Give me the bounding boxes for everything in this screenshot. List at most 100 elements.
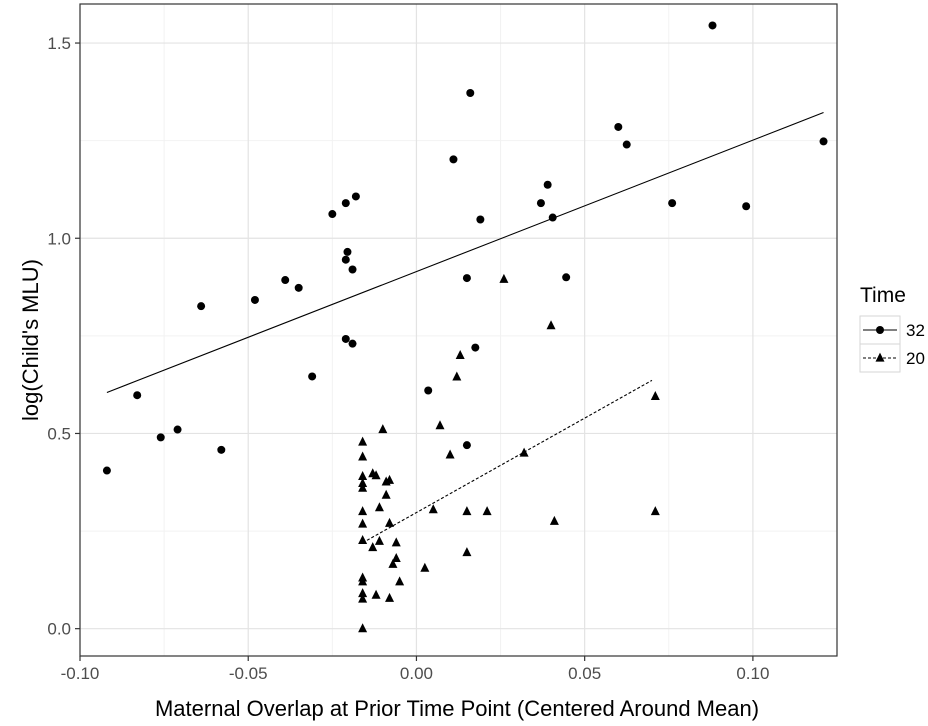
legend-title: Time (860, 284, 906, 307)
point-series-20 (374, 535, 384, 545)
point-series-32 (217, 445, 226, 454)
point-series-20 (358, 471, 368, 481)
point-series-20 (549, 515, 559, 525)
point-series-20 (358, 593, 368, 603)
y-tick-label: 1.0 (47, 229, 71, 248)
x-tick-label: 0.05 (568, 664, 601, 683)
major-gridlines (79, 4, 837, 656)
point-series-20 (378, 424, 388, 434)
point-series-20 (368, 542, 378, 552)
legend-key-20: 20 (859, 343, 925, 373)
point-series-20 (462, 506, 472, 516)
point-series-32 (536, 199, 545, 208)
point-series-32 (328, 210, 337, 219)
point-series-20 (391, 552, 401, 562)
point-series-32 (614, 122, 623, 131)
point-series-32 (819, 137, 828, 146)
legend-marker-32 (876, 326, 884, 334)
point-series-20 (462, 547, 472, 557)
x-tick-label: 0.00 (400, 664, 433, 683)
point-series-32 (424, 386, 433, 395)
series-20 (358, 273, 660, 633)
point-series-32 (281, 276, 290, 285)
y-tick-label: 0.5 (47, 424, 71, 443)
point-series-20 (385, 517, 395, 527)
fit-line-20 (362, 379, 653, 544)
x-tick-label: -0.10 (61, 664, 100, 683)
point-series-32 (562, 273, 571, 282)
point-series-32 (133, 391, 142, 400)
y-tick-label: 1.5 (47, 34, 71, 53)
point-series-20 (374, 502, 384, 512)
point-series-32 (471, 343, 480, 352)
point-series-20 (452, 371, 462, 381)
point-series-20 (358, 436, 368, 446)
point-series-32 (343, 247, 352, 256)
point-series-32 (341, 334, 350, 343)
point-series-32 (476, 215, 485, 224)
point-series-20 (435, 420, 445, 430)
point-series-32 (668, 199, 677, 208)
point-series-20 (385, 474, 395, 484)
point-series-20 (358, 576, 368, 586)
point-series-20 (358, 482, 368, 492)
point-series-32 (622, 140, 631, 149)
point-series-20 (650, 506, 660, 516)
y-tick-label: 0.0 (47, 620, 71, 639)
point-series-32 (294, 283, 303, 292)
point-series-20 (420, 562, 430, 572)
minor-gridlines (80, 4, 838, 656)
point-series-20 (391, 537, 401, 547)
legend-label-32: 32 (906, 321, 925, 340)
plot-panel-border (79, 3, 838, 657)
axis-ticks (75, 42, 754, 661)
point-series-20 (499, 273, 509, 283)
point-series-20 (388, 558, 398, 568)
point-series-32 (341, 199, 350, 208)
point-series-32 (462, 274, 471, 283)
x-axis-title: Maternal Overlap at Prior Time Point (Ce… (155, 696, 759, 721)
point-series-20 (455, 349, 465, 359)
point-series-32 (250, 295, 259, 304)
point-series-20 (428, 504, 438, 514)
x-tick-label: 0.10 (736, 664, 769, 683)
point-series-20 (395, 576, 405, 586)
series-32 (102, 21, 828, 475)
point-series-32 (173, 425, 182, 434)
point-series-32 (351, 192, 360, 201)
point-series-20 (358, 588, 368, 598)
point-series-32 (348, 265, 357, 274)
data-points (102, 21, 828, 633)
y-axis-title: log(Child's MLU) (18, 259, 43, 421)
point-series-20 (445, 449, 455, 459)
point-series-32 (348, 339, 357, 348)
point-series-20 (371, 470, 381, 480)
point-series-20 (650, 390, 660, 400)
point-series-20 (358, 451, 368, 461)
point-series-20 (358, 506, 368, 516)
point-series-32 (341, 255, 350, 264)
point-series-32 (742, 202, 751, 211)
x-tick-label: -0.05 (229, 664, 268, 683)
point-series-20 (358, 623, 368, 633)
tick-labels: -0.10 -0.05 0.00 0.05 0.10 0.0 0.5 1.0 1.5 (47, 34, 769, 683)
regression-lines (106, 112, 824, 544)
point-series-20 (381, 489, 391, 499)
point-series-32 (462, 441, 471, 450)
point-series-32 (156, 433, 165, 442)
point-series-32 (708, 21, 717, 30)
legend-key-32: 32 (859, 315, 925, 345)
point-series-20 (358, 535, 368, 545)
point-series-20 (385, 592, 395, 602)
fit-line-32 (106, 112, 824, 393)
point-series-20 (546, 320, 556, 330)
point-series-20 (358, 478, 368, 488)
point-series-32 (449, 155, 458, 164)
point-series-20 (358, 518, 368, 528)
point-series-32 (197, 302, 206, 311)
point-series-32 (466, 89, 475, 98)
point-series-32 (543, 180, 552, 189)
